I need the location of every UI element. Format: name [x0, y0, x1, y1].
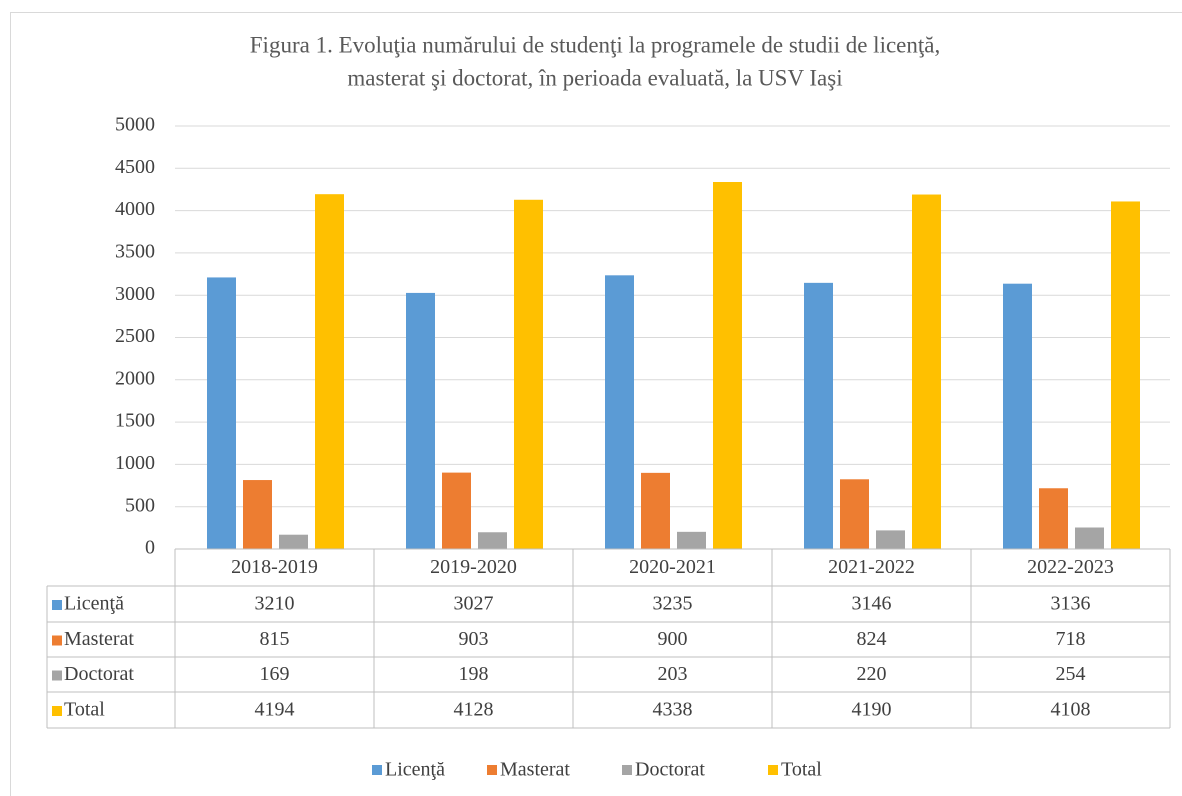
table-cell: 3136 — [1051, 593, 1091, 615]
y-tick-label: 4500 — [115, 156, 155, 178]
legend-label: Masterat — [500, 759, 570, 781]
chart-subtitle: masterat şi doctorat, în perioada evalua… — [347, 65, 842, 90]
x-tick-label: 2018-2019 — [231, 556, 318, 578]
table-cell: 824 — [857, 628, 887, 650]
y-tick-label: 1000 — [115, 452, 155, 474]
legend-key — [622, 765, 632, 775]
legend-label: Doctorat — [635, 759, 705, 781]
table-row-label: Masterat — [64, 628, 134, 650]
legend-key — [768, 765, 778, 775]
table-cell: 900 — [658, 628, 688, 650]
table-cell: 203 — [658, 663, 688, 685]
legend-label: Licenţă — [385, 759, 445, 781]
x-tick-label: 2021-2022 — [828, 556, 915, 578]
table-row-label: Licenţă — [64, 593, 124, 615]
bar — [912, 194, 941, 549]
table-cell: 220 — [857, 663, 887, 685]
y-tick-label: 2500 — [115, 325, 155, 347]
y-tick-label: 1500 — [115, 410, 155, 432]
legend-label: Total — [781, 759, 822, 781]
table-cell: 3210 — [255, 593, 295, 615]
bar — [1075, 527, 1104, 549]
table-cell: 198 — [459, 663, 489, 685]
legend-key — [487, 765, 497, 775]
y-tick-label: 3500 — [115, 240, 155, 262]
table-cell: 4338 — [653, 699, 693, 721]
table-cell: 4108 — [1051, 699, 1091, 721]
y-tick-label: 4000 — [115, 198, 155, 220]
bar — [1003, 283, 1032, 549]
legend-key — [52, 635, 62, 646]
y-tick-label: 0 — [145, 537, 155, 559]
bar — [876, 530, 905, 549]
y-tick-label: 500 — [125, 494, 155, 516]
bar — [840, 479, 869, 549]
table-cell: 3146 — [852, 593, 892, 615]
bar — [1039, 488, 1068, 549]
table-cell: 4190 — [852, 699, 892, 721]
legend-key — [52, 706, 62, 716]
table-cell: 3027 — [454, 593, 494, 615]
bar — [677, 531, 706, 549]
table-cell: 815 — [260, 628, 290, 650]
bar — [442, 472, 471, 549]
y-tick-label: 3000 — [115, 283, 155, 305]
table-cell: 903 — [459, 628, 489, 650]
y-tick-label: 5000 — [115, 114, 155, 136]
legend-key — [52, 600, 62, 610]
bar — [1111, 201, 1140, 549]
table-cell: 254 — [1056, 663, 1086, 685]
bar — [514, 199, 543, 550]
table-cell: 169 — [260, 663, 290, 685]
bar — [641, 472, 670, 549]
chart-title: Figura 1. Evoluţia numărului de studenţi… — [250, 32, 940, 57]
bar — [713, 182, 742, 550]
x-tick-label: 2020-2021 — [629, 556, 716, 578]
x-tick-label: 2019-2020 — [430, 556, 517, 578]
legend-key — [52, 670, 62, 681]
y-tick-label: 2000 — [115, 367, 155, 389]
bar — [478, 532, 507, 549]
legend-key — [372, 765, 382, 775]
bar — [243, 480, 272, 549]
table-row-label: Total — [64, 699, 105, 721]
table-cell: 4194 — [255, 699, 295, 721]
table-row-label: Doctorat — [64, 663, 134, 685]
bar — [315, 194, 344, 549]
bar — [279, 534, 308, 549]
bar — [207, 277, 236, 549]
chart-frame — [10, 12, 1182, 796]
x-tick-label: 2022-2023 — [1027, 556, 1114, 578]
bar — [605, 275, 634, 549]
bar — [804, 282, 833, 549]
table-cell: 718 — [1056, 628, 1086, 650]
bar — [406, 292, 435, 549]
table-cell: 4128 — [454, 699, 494, 721]
table-cell: 3235 — [653, 593, 693, 615]
